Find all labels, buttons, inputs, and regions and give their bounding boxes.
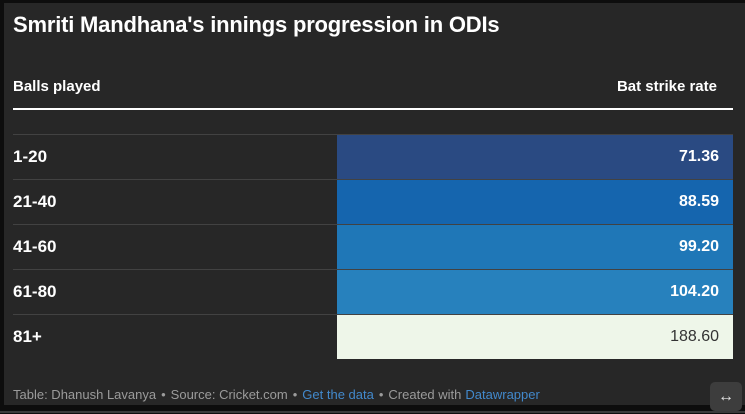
table-row: 21-40 88.59 <box>13 179 733 224</box>
bottom-edge-line <box>0 411 745 413</box>
row-label: 61-80 <box>13 282 57 301</box>
row-bar: 188.60 <box>337 315 733 359</box>
row-value: 188.60 <box>670 328 719 345</box>
resize-handle[interactable]: ↔ <box>710 382 742 411</box>
row-bar: 99.20 <box>337 225 733 269</box>
get-the-data-link[interactable]: Get the data <box>302 387 374 402</box>
row-bar: 104.20 <box>337 270 733 314</box>
column-headers: Balls played Bat strike rate <box>13 78 733 95</box>
table-row: 41-60 99.20 <box>13 224 733 269</box>
header-divider <box>13 108 733 110</box>
column-header-balls-played: Balls played <box>13 78 101 95</box>
separator-dot: • <box>292 387 298 402</box>
row-value: 99.20 <box>678 238 719 255</box>
row-value: 88.59 <box>678 193 719 210</box>
datawrapper-link[interactable]: Datawrapper <box>465 387 540 402</box>
chart-title: Smriti Mandhana's innings progression in… <box>13 12 500 37</box>
table-row: 1-20 71.36 <box>13 134 733 179</box>
row-value: 71.36 <box>678 148 719 165</box>
separator-dot: • <box>161 387 166 402</box>
column-header-strike-rate: Bat strike rate <box>616 78 717 95</box>
row-label: 1-20 <box>13 147 48 166</box>
created-with-text: Created with <box>388 387 462 402</box>
table-row: 61-80 104.20 <box>13 269 733 314</box>
row-bar: 71.36 <box>337 135 733 179</box>
source-credit: Source: Cricket.com <box>170 387 288 402</box>
row-label: 21-40 <box>13 192 57 211</box>
table-credit: Table: Dhanush Lavanya <box>13 387 157 402</box>
resize-arrows-icon: ↔ <box>718 387 734 405</box>
table-body: 1-20 71.36 21-40 88.59 41-60 99.20 61-80… <box>13 134 733 359</box>
table-row: 81+ 188.60 <box>13 314 733 359</box>
chart-container: Smriti Mandhana's innings progression in… <box>4 3 745 405</box>
row-label: 41-60 <box>13 237 57 256</box>
row-label: 81+ <box>13 327 42 346</box>
separator-dot: • <box>378 387 384 402</box>
row-bar: 88.59 <box>337 180 733 224</box>
footer: Table: Dhanush Lavanya • Source: Cricket.c… <box>13 387 540 402</box>
row-value: 104.20 <box>670 283 719 300</box>
